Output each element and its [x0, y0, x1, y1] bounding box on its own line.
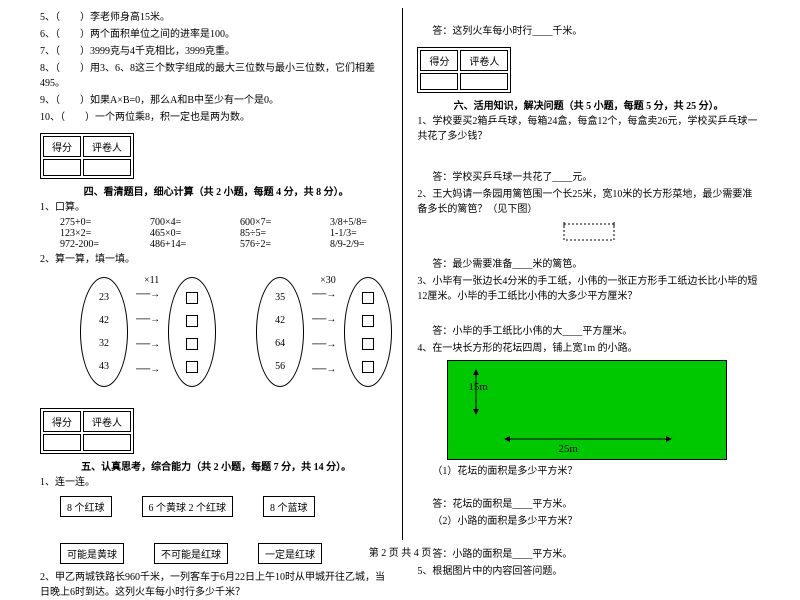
score-box: 得分评卷人 — [417, 47, 511, 93]
answer-line: 答：花坛的面积是____平方米。 — [432, 497, 760, 512]
left-column: 5、（ ）李老师身高15米。 6、（ ）两个面积单位之间的进率是100。 7、（… — [30, 8, 403, 540]
section-5-title: 五、认真思考，综合能力（共 2 小题，每题 7 分，共 14 分）。 — [40, 458, 392, 473]
grader-label: 评卷人 — [83, 136, 131, 157]
judge-item: 8、（ ）用3、6、8这三个数字组成的最大三位数与最小三位数，它们相差495。 — [40, 61, 392, 91]
oval-left-2: 35 42 64 56 — [256, 277, 304, 387]
green-rectangle: 15m 25m — [447, 360, 727, 460]
q5-1: 1、连一连。 — [40, 475, 392, 490]
option-row-2: 可能是黄球 不可能是红球 一定是红球 — [60, 543, 392, 564]
judge-item: 9、（ ）如果A×B=0，那么A和B中至少有一个是0。 — [40, 93, 392, 108]
fence-diagram — [559, 219, 619, 245]
q6-1: 1、学校要买2箱乒乓球，每箱24盒，每盒12个，每盒卖26元，学校买乒乓球一共花… — [417, 114, 760, 144]
answer-line: 答：这列火车每小时行____千米。 — [432, 24, 760, 39]
oval-left-1: 23 42 32 43 — [80, 277, 128, 387]
score-box: 得分评卷人 — [40, 133, 134, 179]
oval-right-2 — [344, 277, 392, 387]
q2-text: 2、算一算，填一填。 — [40, 252, 392, 267]
q5-2: 2、甲乙两城铁路长960千米，一列客车于6月22日上午10时从甲城开往乙城，当日… — [40, 570, 392, 600]
oval-diagram: 23 42 32 43 ×11 ──→──→──→──→ 35 42 64 — [80, 277, 392, 387]
answer-line: 答：学校买乒乓球一共花了____元。 — [432, 170, 760, 185]
right-column: 答：这列火车每小时行____千米。 得分评卷人 六、活用知识，解决问题（共 5 … — [403, 8, 770, 540]
calc-row: 972-200= 486+14= 576÷2= 8/9-2/9= — [60, 239, 392, 250]
q6-3: 3、小毕有一张边长4分米的手工纸，小伟的一张正方形手工纸边长比小毕的短12厘米。… — [417, 274, 760, 304]
judge-item: 6、（ ）两个面积单位之间的进率是100。 — [40, 27, 392, 42]
judge-item: 7、（ ）3999克与4千克相比，3999克重。 — [40, 44, 392, 59]
score-label: 得分 — [43, 136, 81, 157]
q4-1: （1）花坛的面积是多少平方米？ — [432, 464, 760, 479]
answer-line: 答：最少需要准备____米的篱笆。 — [432, 257, 760, 272]
section-4-title: 四、看清题目，细心计算（共 2 小题，每题 4 分，共 8 分）。 — [40, 183, 392, 198]
arrows-2: ×30 ──→──→──→──→ — [312, 289, 336, 375]
calc-row: 275+0= 700×4= 600×7= 3/8+5/8= — [60, 217, 392, 228]
arrows-1: ×11 ──→──→──→──→ — [136, 289, 160, 375]
q4-2: （2）小路的面积是多少平方米？ — [432, 514, 760, 529]
judge-item: 5、（ ）李老师身高15米。 — [40, 10, 392, 25]
section-6-title: 六、活用知识，解决问题（共 5 小题，每题 5 分，共 25 分）。 — [417, 97, 760, 112]
width-label: 25m — [558, 443, 578, 455]
height-label: 15m — [468, 381, 488, 393]
answer-line: 答：小路的面积是____平方米。 — [432, 547, 760, 562]
calc-intro: 1、口算。 — [40, 200, 392, 215]
q6-2: 2、王大妈请一条园用篱笆围一个长25米，宽10米的长方形菜地，最少需要准备多长的… — [417, 187, 760, 217]
answer-line: 答：小毕的手工纸比小伟的大____平方厘米。 — [432, 324, 760, 339]
calc-row: 123×2= 465×0= 85÷5= 1-1/3= — [60, 228, 392, 239]
score-box: 得分评卷人 — [40, 408, 134, 454]
q6-4: 4、在一块长方形的花坛四周，铺上宽1m 的小路。 — [417, 341, 760, 356]
judge-item: 10、（ ）一个两位乘8，积一定也是两为数。 — [40, 110, 392, 125]
oval-right-1 — [168, 277, 216, 387]
option-row-1: 8 个红球 6 个黄球 2 个红球 8 个蓝球 — [60, 496, 392, 517]
q6-5: 5、根据图片中的内容回答问题。 — [417, 564, 760, 579]
